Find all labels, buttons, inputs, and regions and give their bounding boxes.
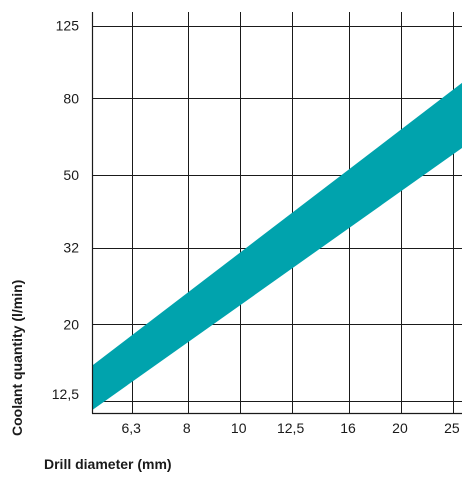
x-tick-label: 20 bbox=[392, 420, 408, 436]
y-tick-label: 50 bbox=[63, 167, 79, 183]
x-tick-label: 25 bbox=[444, 420, 460, 436]
x-tick-labels: 6,3 8 10 12,5 16 20 25 bbox=[121, 420, 459, 436]
x-tick-label: 6,3 bbox=[121, 420, 141, 436]
x-axis-title: Drill diameter (mm) bbox=[44, 456, 172, 472]
axes bbox=[91, 12, 462, 415]
x-tick-label: 12,5 bbox=[277, 420, 304, 436]
x-tick-label: 16 bbox=[340, 420, 356, 436]
band-layer bbox=[92, 82, 462, 411]
y-tick-label: 32 bbox=[63, 240, 79, 256]
y-tick-label: 125 bbox=[56, 18, 80, 34]
y-tick-label: 20 bbox=[63, 316, 79, 332]
x-tick-label: 8 bbox=[183, 420, 191, 436]
y-axis-title: Coolant quantity (l/min) bbox=[9, 280, 25, 436]
coolant-band bbox=[92, 82, 462, 411]
y-tick-label: 80 bbox=[63, 90, 79, 106]
x-tick-label: 10 bbox=[231, 420, 247, 436]
y-tick-labels: 12,5 20 32 50 80 125 bbox=[52, 18, 79, 402]
y-tick-label: 12,5 bbox=[52, 386, 79, 402]
